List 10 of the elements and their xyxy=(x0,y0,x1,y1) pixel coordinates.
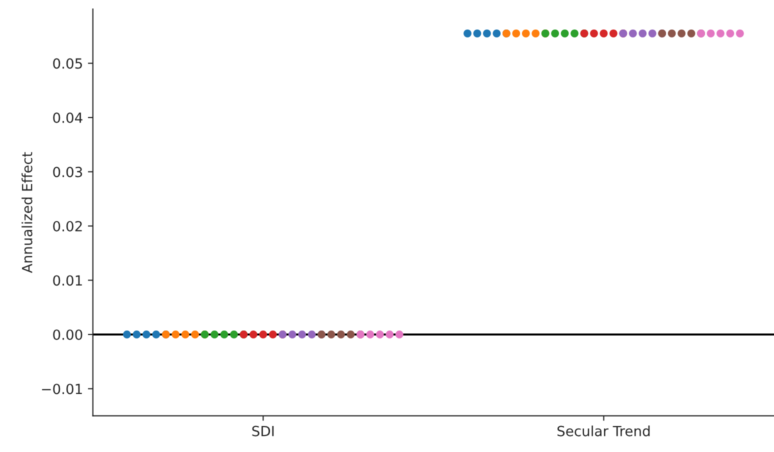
y-tick-label: −0.01 xyxy=(42,384,82,394)
y-tick-label: 0.05 xyxy=(53,58,82,69)
y-axis-title: Annualized Effect xyxy=(22,152,32,274)
y-tick-label: 0.01 xyxy=(53,275,82,286)
y-tick-label: 0.03 xyxy=(53,166,82,178)
x-tick-label: SDI xyxy=(252,426,274,436)
y-tick-label: 0.02 xyxy=(53,220,82,232)
y-tick-label: 0.00 xyxy=(53,329,82,340)
y-tick-label: 0.04 xyxy=(53,112,82,123)
x-tick-label: Secular Trend xyxy=(557,426,650,436)
